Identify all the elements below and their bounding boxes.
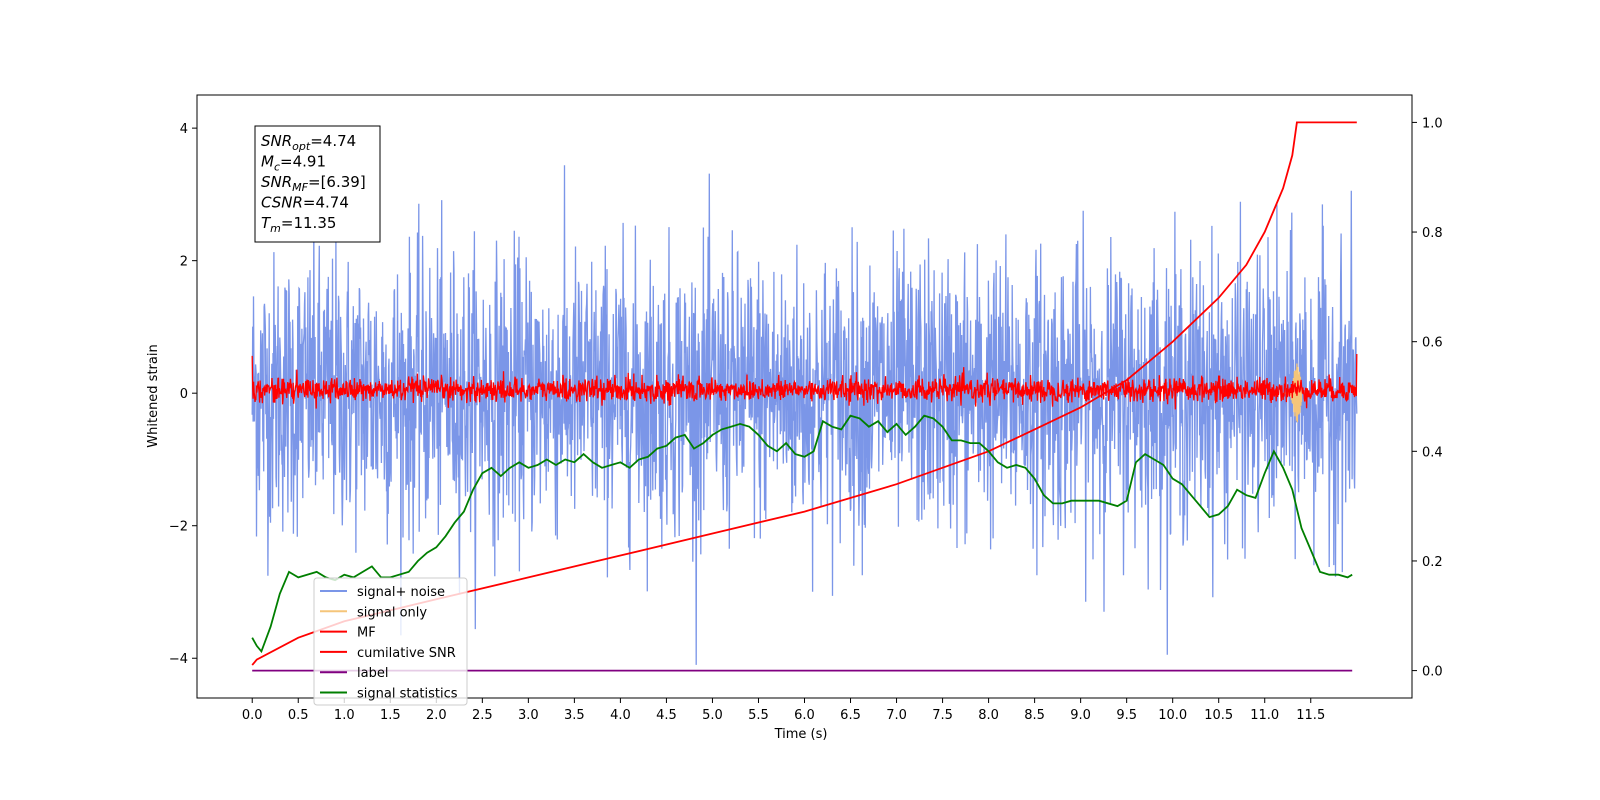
info-line: SNRMF=[6.39]	[261, 173, 366, 194]
info-line: SNRopt=4.74	[261, 132, 356, 153]
x-tick-label: 7.5	[932, 708, 953, 723]
x-tick-label: 4.5	[656, 708, 677, 723]
legend-frame	[313, 577, 468, 706]
x-tick-label: 1.5	[380, 708, 401, 723]
legend-entry-label: signal only	[357, 605, 427, 620]
info-line: CSNR=4.74	[261, 194, 349, 212]
x-tick-label: 1.0	[334, 708, 355, 723]
x-tick-label: 0.0	[242, 708, 263, 723]
x-tick-label: 8.5	[1024, 708, 1045, 723]
y-left-tick-label: −4	[169, 652, 188, 667]
legend-entry-label: signal+ noise	[357, 585, 445, 600]
y-axis-left-label: Whitened strain	[146, 344, 161, 447]
legend-entry-label: signal statistics	[357, 687, 458, 702]
y-right-tick-label: 0.2	[1422, 555, 1443, 570]
x-tick-label: 10.5	[1204, 708, 1233, 723]
x-tick-label: 0.5	[288, 708, 309, 723]
x-tick-label: 2.5	[472, 708, 493, 723]
y-right-tick-label: 0.4	[1422, 445, 1443, 460]
legend-entry-label: MF	[357, 626, 376, 641]
y-right-tick-label: 0.0	[1422, 665, 1443, 680]
x-tick-label: 5.5	[748, 708, 769, 723]
y-left-tick-label: 4	[180, 122, 188, 137]
x-tick-label: 9.0	[1070, 708, 1091, 723]
x-tick-label: 6.5	[840, 708, 861, 723]
y-axis-left: 4 2 0 −2 −4	[169, 122, 197, 667]
y-left-tick-label: 2	[180, 255, 188, 270]
x-tick-label: 9.5	[1116, 708, 1137, 723]
y-axis-right: 1.0 0.8 0.6 0.4 0.2 0.0	[1412, 116, 1443, 680]
y-right-tick-label: 0.6	[1422, 336, 1443, 351]
x-axis: 0.0 0.5 1.0 1.5 2.0 2.5 3.0 3.5 4.0 4.5 5.0 5.5 6.0 6…	[242, 698, 1325, 723]
x-tick-label: 11.5	[1296, 708, 1325, 723]
x-tick-label: 3.0	[518, 708, 539, 723]
x-tick-label: 2.0	[426, 708, 447, 723]
series-signal-statistics-line	[251, 414, 1353, 654]
x-tick-label: 5.0	[702, 708, 723, 723]
y-left-tick-label: 0	[180, 387, 188, 402]
x-tick-label: 6.0	[794, 708, 815, 723]
x-tick-label: 10.0	[1158, 708, 1187, 723]
x-tick-label: 3.5	[564, 708, 585, 723]
y-right-tick-label: 0.8	[1422, 226, 1443, 241]
series-signal-noise-line	[251, 165, 1358, 665]
legend-entry-label: cumilative SNR	[357, 646, 456, 661]
legend-entry-label: label	[357, 666, 388, 681]
info-line: Tm=11.35	[261, 214, 336, 235]
info-box-frame	[254, 125, 381, 243]
x-tick-label: 8.0	[978, 708, 999, 723]
legend: signal+ noise signal only MF cumilative SNR…	[313, 577, 468, 706]
series-mf-line	[251, 353, 1358, 410]
y-left-tick-label: −2	[169, 520, 188, 535]
x-tick-label: 4.0	[610, 708, 631, 723]
x-tick-label: 7.0	[886, 708, 907, 723]
info-line: Mc=4.91	[261, 153, 326, 174]
x-axis-label: Time (s)	[774, 727, 828, 742]
x-tick-label: 11.0	[1250, 708, 1279, 723]
y-right-tick-label: 1.0	[1422, 116, 1443, 131]
